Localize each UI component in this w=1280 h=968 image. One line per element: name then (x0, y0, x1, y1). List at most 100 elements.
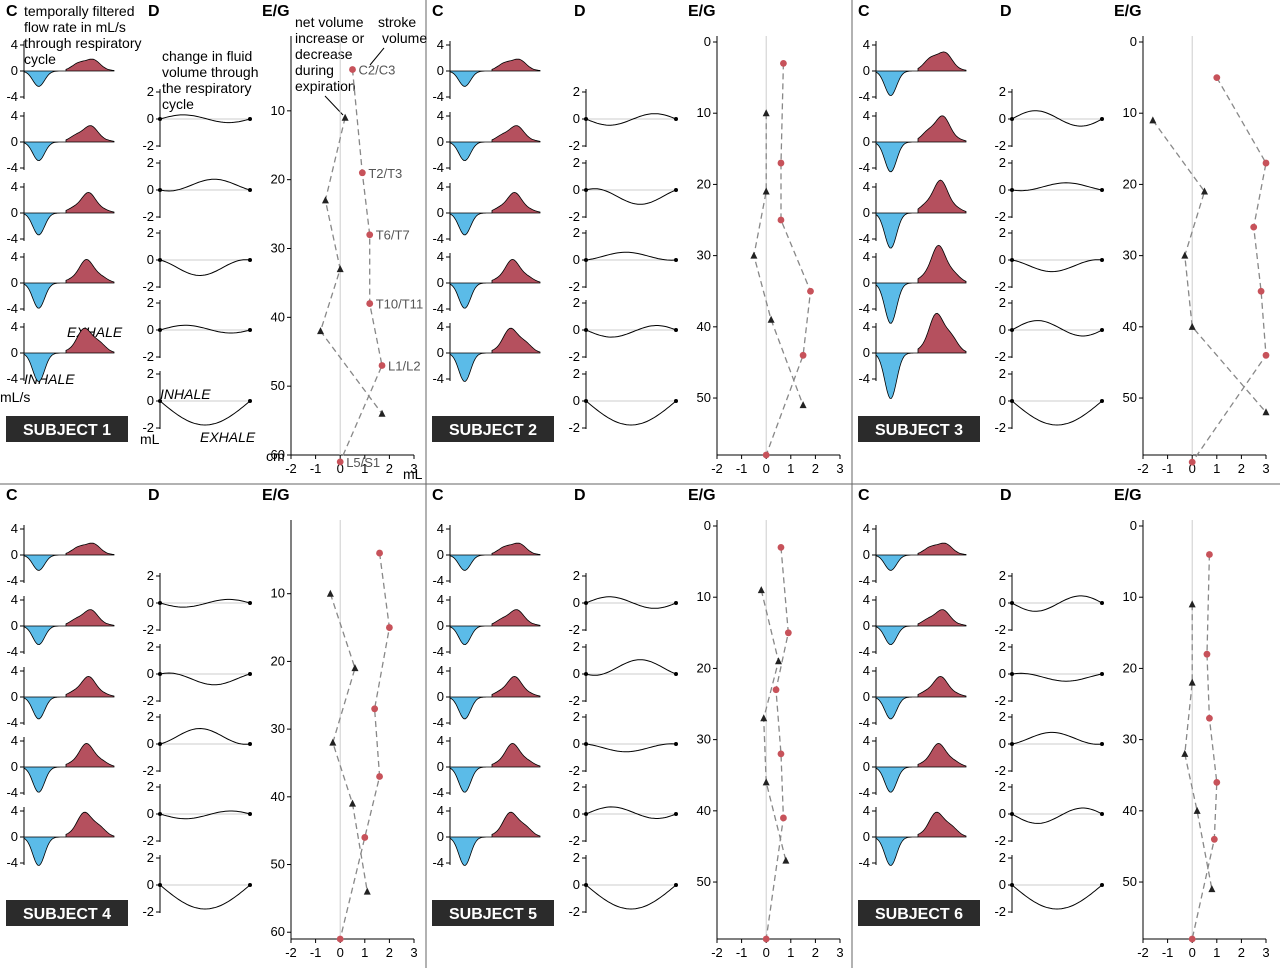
stroke-volume-point (361, 834, 369, 841)
subject-panel-2: C D E/G40-440-440-440-440-420-220-220-220-… (432, 3, 844, 476)
volume-point (1100, 328, 1104, 332)
volume-tick-label: -2 (142, 833, 154, 848)
volume-curve (585, 806, 677, 819)
inhale-label-volume: INHALE (160, 386, 211, 402)
volume-tick-label: 2 (573, 639, 580, 654)
net-volume-point (1188, 600, 1196, 608)
inhale-area (23, 70, 66, 87)
panel-label-c: C (858, 3, 870, 20)
net-volume-point (762, 187, 770, 195)
volume-tick-label: 2 (147, 295, 154, 310)
volume-tick-label: 0 (999, 182, 1006, 197)
stroke-volume-point (1213, 74, 1221, 82)
volume-point (248, 883, 252, 887)
volume-tick-label: 2 (999, 709, 1006, 724)
flow-tick-label: 0 (863, 345, 870, 360)
inhale-area (23, 352, 66, 382)
volume-curve (1011, 884, 1103, 910)
flow-tick-label: 0 (437, 275, 444, 290)
volume-tick-label: 0 (573, 393, 580, 408)
volume-point (248, 399, 252, 403)
volume-tick-label: -2 (142, 693, 154, 708)
inhale-area (449, 696, 492, 720)
net-volume-point (351, 664, 359, 672)
flow-tick-label: 0 (437, 63, 444, 78)
panel-label-d: D (574, 487, 586, 504)
net-volume-point (762, 109, 770, 117)
volume-tick-label: 2 (147, 225, 154, 240)
inhale-area (449, 282, 492, 309)
subject-panel-6: C D E/G40-440-440-440-440-420-220-220-220-… (858, 487, 1270, 960)
panel-label-c: C (432, 487, 444, 504)
spinal-level-label: T10/T11 (376, 297, 423, 312)
flow-title-line: temporally filtered (24, 3, 135, 19)
volume-point (674, 601, 678, 605)
volume-tick-label: 2 (147, 779, 154, 794)
eg-y-tick-label: 40 (697, 319, 711, 334)
volume-point (248, 328, 252, 332)
volume-point (158, 883, 162, 887)
exhale-area (917, 312, 967, 354)
exhale-area (491, 58, 541, 72)
panel-label-eg: E/G (688, 3, 716, 20)
panel-label-c: C (6, 487, 18, 504)
eg-y-tick-label: 10 (271, 103, 285, 118)
eg-y-tick-label: 10 (697, 105, 711, 120)
volume-tick-label: -2 (994, 622, 1006, 637)
volume-tick-label: -2 (142, 138, 154, 153)
eg-y-tick-label: 30 (271, 241, 285, 256)
volume-tick-label: 0 (999, 393, 1006, 408)
volume-tick-label: -2 (994, 349, 1006, 364)
eg-y-tick-label: 20 (1123, 660, 1137, 675)
flow-tick-label: 0 (863, 689, 870, 704)
eg-x-tick-label: 0 (763, 945, 770, 960)
flow-tick-label: -4 (858, 371, 870, 386)
flow-unit-label: mL/s (0, 389, 30, 405)
volume-point (584, 399, 588, 403)
panel-label-eg: E/G (1114, 3, 1142, 20)
exhale-area (491, 542, 541, 556)
volume-point (1010, 672, 1014, 676)
inhale-area (875, 212, 918, 249)
eg-x-tick-label: -1 (310, 945, 322, 960)
volume-point (584, 328, 588, 332)
volume-tick-label: -2 (568, 763, 580, 778)
volume-tick-label: -2 (568, 138, 580, 153)
eg-y-tick-label: 20 (697, 660, 711, 675)
volume-point (248, 117, 252, 121)
volume-tick-label: 2 (999, 155, 1006, 170)
volume-curve (1011, 320, 1103, 337)
subject-panel-1: C D E/G40-440-440-440-440-420-220-220-220-… (6, 3, 423, 476)
flow-tick-label: -4 (858, 785, 870, 800)
stroke-volume-leader (369, 47, 385, 66)
flow-tick-label: 4 (11, 249, 18, 264)
volume-point (674, 188, 678, 192)
volume-tick-label: 2 (147, 568, 154, 583)
inhale-area (875, 766, 918, 793)
inhale-area (23, 625, 66, 645)
flow-tick-label: 0 (437, 689, 444, 704)
panel-label-c: C (858, 487, 870, 504)
net-volume-line (1184, 604, 1213, 890)
eg-x-tick-label: -2 (711, 945, 723, 960)
net-volume-point (349, 799, 356, 807)
inhale-area (449, 141, 492, 161)
volume-point (674, 672, 678, 676)
volume-tick-label: 2 (573, 779, 580, 794)
flow-tick-label: 4 (437, 108, 444, 123)
volume-tick-label: 0 (999, 322, 1006, 337)
fluid-title-line: cycle (162, 96, 194, 112)
net-volume-point (326, 589, 334, 597)
volume-tick-label: 2 (147, 366, 154, 381)
eg-x-tick-label: 0 (337, 461, 344, 476)
volume-tick-label: 0 (147, 111, 154, 126)
eg-x-tick-label: 3 (836, 945, 843, 960)
subject-panel-4: C D E/G40-440-440-440-440-420-220-220-220-… (6, 487, 418, 960)
flow-tick-label: 0 (437, 134, 444, 149)
eg-y-tick-label: 50 (697, 390, 711, 405)
volume-point (1010, 399, 1014, 403)
subject-panel-3: C D E/G40-440-440-440-440-420-220-220-220-… (858, 3, 1270, 476)
flow-tick-label: 4 (11, 803, 18, 818)
eg-y-tick-label: 50 (1123, 874, 1137, 889)
net-volume-line: expiration (295, 78, 356, 94)
